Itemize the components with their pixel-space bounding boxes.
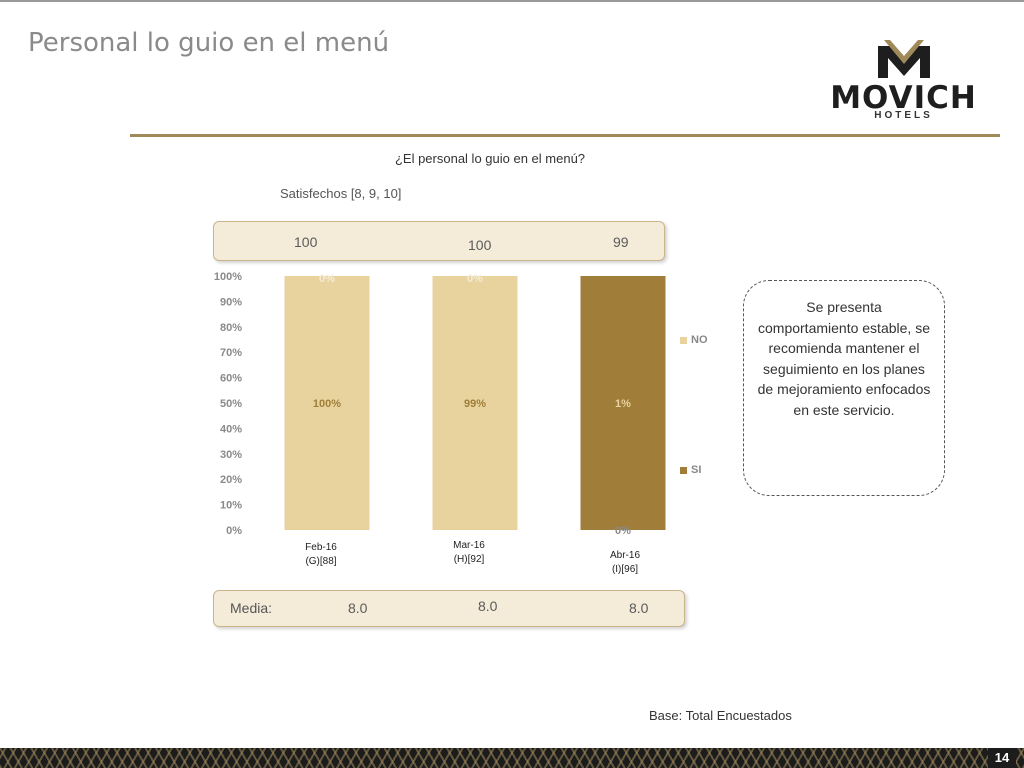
base-note: Base: Total Encuestados [649, 708, 792, 723]
category-label-2: Mar-16 [453, 540, 485, 551]
media-label: Media: [230, 600, 273, 616]
data-label-no-1: 0% [319, 273, 335, 285]
movich-logo-mark [878, 40, 930, 78]
header-divider [130, 134, 1000, 137]
stacked-bar-chart: 0% 10% 20% 30% 40% 50% 60% 70% 80% 90% 100% 0% 100% F… [214, 271, 666, 575]
recommendation-callout: Se presenta comportamiento estable, se r… [743, 280, 945, 496]
category-label-3: (I)[96] [612, 564, 638, 575]
satisfechos-label: Satisfechos [8, 9, 10] [280, 186, 402, 201]
y-tick-label: 40% [220, 423, 242, 435]
y-tick-label: 70% [220, 347, 242, 359]
category-label-1: (G)[88] [305, 556, 336, 567]
y-tick-label: 30% [220, 449, 242, 461]
category-label-3: Abr-16 [610, 550, 640, 561]
satisfechos-value-2: 100 [468, 237, 492, 253]
category-label-1: Feb-16 [305, 542, 337, 553]
chart-question: ¿El personal lo guio en el menú? [394, 151, 586, 166]
legend-label-no: NO [691, 334, 708, 346]
media-band [213, 590, 685, 627]
page-title: Personal lo guio en el menú [28, 28, 390, 58]
legend-item-si: SI [680, 464, 701, 476]
legend-swatch-no [680, 336, 687, 344]
y-tick-label: 80% [220, 322, 242, 334]
category-label-2: (H)[92] [454, 554, 485, 565]
legend-label-si: SI [691, 464, 702, 476]
satisfechos-band [213, 221, 665, 261]
legend-swatch-si [680, 466, 687, 474]
data-label-no-3: 0% [615, 525, 631, 537]
y-tick-label: 20% [220, 474, 242, 486]
data-label-main-3: 1% [615, 398, 631, 410]
y-tick-label: 0% [226, 525, 242, 537]
data-label-main-1: 100% [313, 398, 341, 410]
page-number: 14 [988, 748, 1016, 768]
y-tick-label: 90% [220, 296, 242, 308]
bar-si-3 [580, 276, 666, 530]
bar-no-1 [284, 276, 370, 530]
movich-logo: MOVICH HOTELS [816, 38, 991, 122]
y-tick-label: 100% [214, 271, 242, 283]
top-rule [0, 0, 1024, 2]
media-value-1: 8.0 [348, 600, 368, 616]
satisfechos-value-3: 99 [613, 234, 629, 250]
legend-item-no: NO [680, 334, 708, 346]
y-tick-label: 10% [220, 500, 242, 512]
data-label-no-2: 0% [467, 273, 483, 285]
y-tick-label: 50% [220, 398, 242, 410]
media-value-3: 8.0 [629, 600, 649, 616]
logo-subtitle: HOTELS [874, 110, 933, 121]
media-value-2: 8.0 [478, 598, 498, 614]
footer-pattern [0, 748, 1024, 768]
y-tick-label: 60% [220, 373, 242, 385]
bar-no-2 [432, 276, 518, 530]
logo-wordmark: MOVICH [830, 80, 977, 116]
data-label-main-2: 99% [464, 398, 486, 410]
satisfechos-value-1: 100 [294, 234, 318, 250]
